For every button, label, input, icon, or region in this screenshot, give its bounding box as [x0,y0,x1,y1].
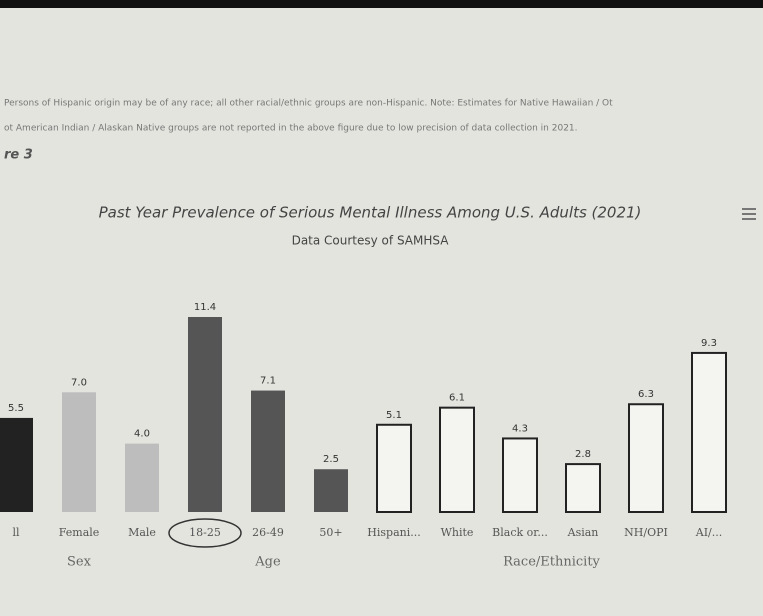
value-label: 7.0 [71,377,87,388]
top-edge [0,0,763,8]
x-tick-label: Hispani... [367,526,420,539]
x-tick-label: NH/OPI [624,526,668,539]
value-label: 4.0 [134,429,150,440]
chart-title: Past Year Prevalence of Serious Mental I… [99,204,642,222]
value-label: 5.1 [386,410,402,421]
x-tick-label: 26-49 [252,526,284,539]
x-tick-label: Black or... [492,526,548,539]
x-tick-label: ll [12,526,20,539]
value-label: 5.5 [8,403,24,414]
value-label: 7.1 [260,376,276,387]
bar [692,353,726,512]
x-tick-label: Asian [567,526,599,539]
value-label: 6.3 [638,389,654,400]
bar [0,418,33,512]
bar [251,391,285,512]
bar [62,392,96,512]
page: {"chart_data": {"type": "bar", "figure_l… [0,0,763,616]
chart: Persons of Hispanic origin may be of any… [0,0,763,616]
bar [125,444,159,512]
group-label: Age [254,555,281,570]
x-tick-label: 18-25 [189,526,221,539]
x-tick-label: Male [128,526,156,539]
value-label: 2.5 [323,454,339,465]
note: ot American Indian / Alaskan Native grou… [4,124,578,134]
bar [440,408,474,512]
x-tick-label: AI/... [695,526,723,539]
bar [188,317,222,512]
figure-label: re 3 [4,148,33,163]
bar [377,425,411,512]
group-label: Sex [67,555,92,570]
value-label: 4.3 [512,423,528,434]
note: Persons of Hispanic origin may be of any… [4,99,613,109]
bar [314,469,348,512]
x-tick-label: 50+ [319,526,342,539]
value-label: 11.4 [194,302,216,313]
value-label: 2.8 [575,449,591,460]
paper [0,0,763,616]
bar [566,464,600,512]
bar [503,438,537,512]
value-label: 6.1 [449,393,465,404]
value-label: 9.3 [701,338,717,349]
bar [629,404,663,512]
x-tick-label: White [441,526,474,539]
x-tick-label: Female [59,526,100,539]
chart-subtitle: Data Courtesy of SAMHSA [292,234,450,248]
group-label: Race/Ethnicity [503,555,600,570]
